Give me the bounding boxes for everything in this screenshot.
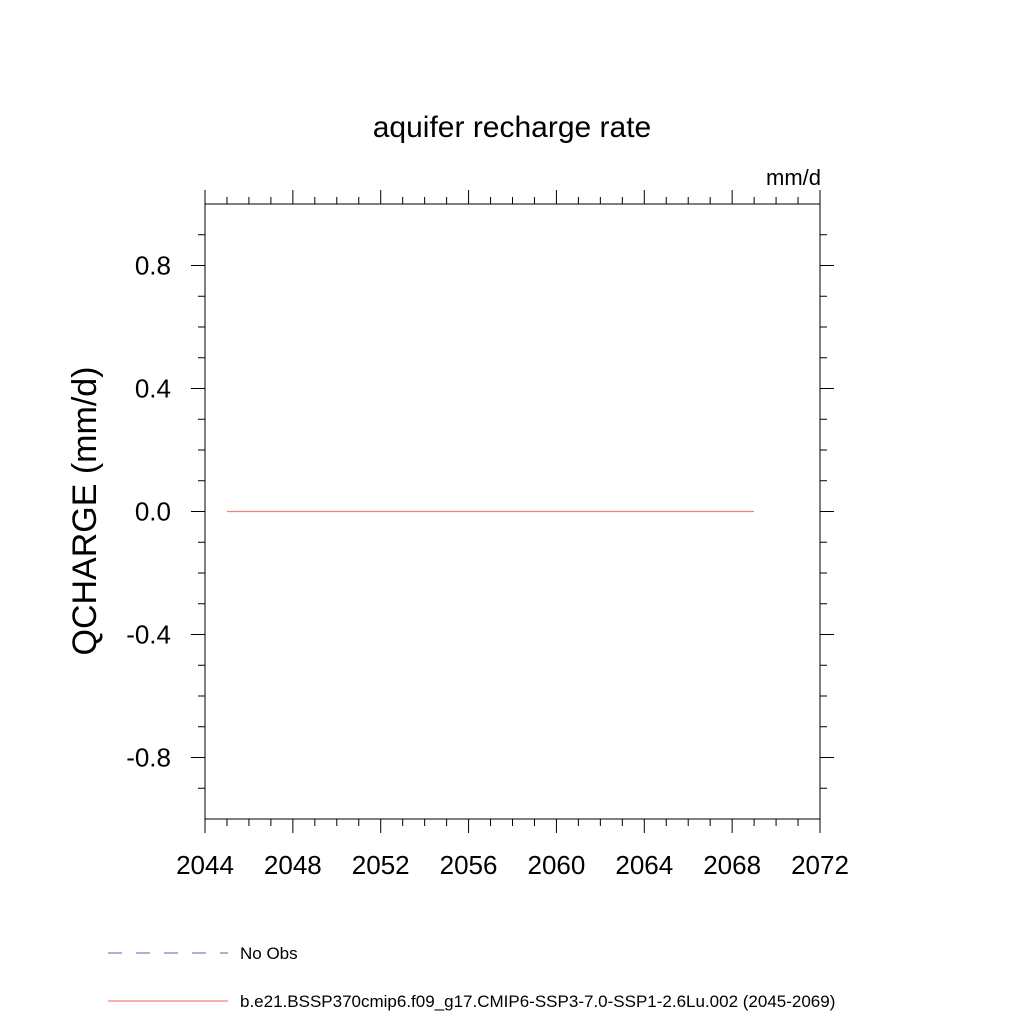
y-tick-label: 0.0: [135, 497, 171, 527]
y-tick-label: -0.4: [126, 620, 171, 650]
x-tick-label: 2072: [791, 850, 849, 880]
units-label: mm/d: [766, 165, 821, 190]
axis-ticks: [191, 190, 834, 833]
x-tick-label: 2068: [703, 850, 761, 880]
legend: No Obs b.e21.BSSP370cmip6.f09_g17.CMIP6-S…: [108, 944, 835, 1011]
y-tick-label: 0.4: [135, 374, 171, 404]
chart-title: aquifer recharge rate: [373, 111, 652, 144]
x-tick-label: 2052: [352, 850, 410, 880]
x-tick-label: 2064: [615, 850, 673, 880]
x-tick-label: 2044: [176, 850, 234, 880]
tick-labels: 2044 2048 2052 2056 2060 2064 2068 2072 -0.8 -0.4…: [126, 251, 849, 881]
legend-label: b.e21.BSSP370cmip6.f09_g17.CMIP6-SSP3-7.…: [240, 992, 835, 1011]
legend-label: No Obs: [240, 944, 298, 963]
y-axis-label: QCHARGE (mm/d): [66, 367, 104, 656]
y-tick-label: 0.8: [135, 251, 171, 281]
x-tick-label: 2048: [264, 850, 322, 880]
y-tick-label: -0.8: [126, 743, 171, 773]
x-tick-label: 2060: [528, 850, 586, 880]
x-tick-label: 2056: [440, 850, 498, 880]
